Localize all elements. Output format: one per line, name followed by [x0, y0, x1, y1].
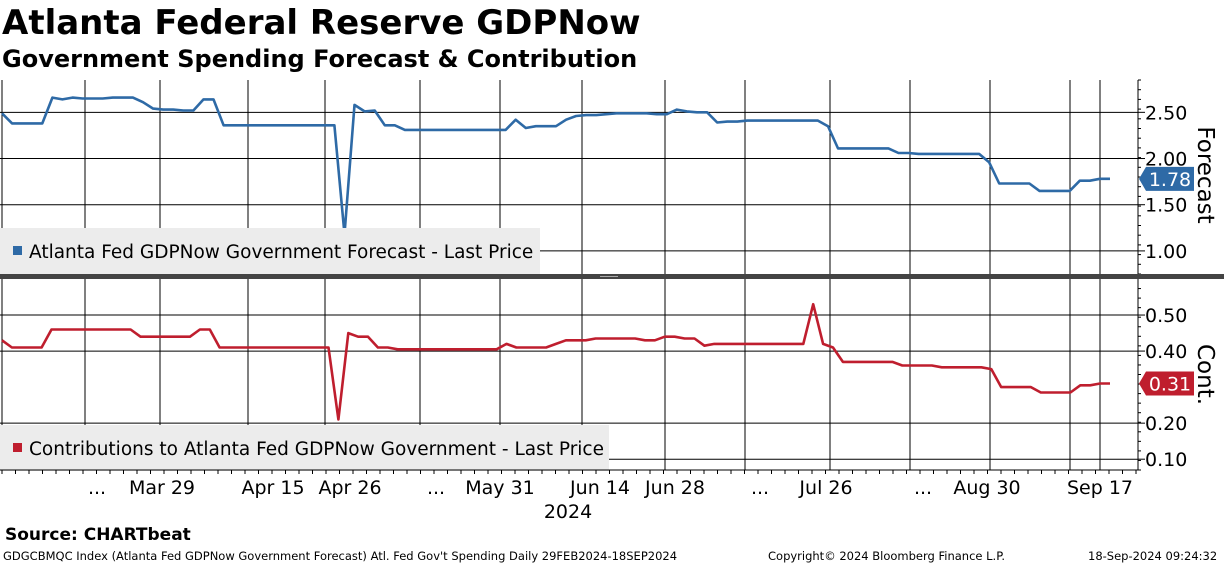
- y-axis-title: Cont.: [1192, 344, 1218, 405]
- legend-swatch: [13, 443, 22, 452]
- x-tick-label: Mar 29: [129, 477, 195, 499]
- series-line-top: [1, 96, 1110, 236]
- legend-box: [0, 425, 609, 471]
- y-tick-label: 0.10: [1145, 449, 1187, 471]
- legend-label: Atlanta Fed GDPNow Government Forecast -…: [29, 242, 533, 263]
- x-tick-label: Jul 26: [798, 477, 852, 499]
- last-value-tag: [1139, 166, 1194, 191]
- y-tick-label: 1.00: [1145, 241, 1187, 263]
- timestamp: 18-Sep-2024 09:24:32: [1088, 549, 1218, 563]
- x-tick-label: Sep 17: [1067, 477, 1133, 499]
- source-label: Source: CHARTbeat: [5, 525, 191, 545]
- copyright: Copyright© 2024 Bloomberg Finance L.P.: [768, 549, 1005, 563]
- last-value-tag: [1139, 371, 1194, 396]
- y-tick-label: 0.50: [1145, 305, 1187, 327]
- x-tick-label: ...: [88, 477, 106, 499]
- y-tick-label: 0.40: [1145, 341, 1187, 363]
- x-year-label: 2024: [544, 501, 592, 523]
- x-tick-label: ...: [914, 477, 932, 499]
- index-description: GDGCBMQC Index (Atlanta Fed GDPNow Gover…: [3, 549, 678, 563]
- x-tick-label: Jun 28: [644, 477, 705, 499]
- x-tick-label: ...: [751, 477, 769, 499]
- chart-subtitle: Government Spending Forecast & Contribut…: [2, 45, 638, 73]
- x-tick-label: ...: [427, 477, 445, 499]
- x-tick-label: May 31: [465, 477, 535, 499]
- x-tick-label: Aug 30: [953, 477, 1020, 499]
- y-tick-label: 2.50: [1145, 102, 1187, 124]
- y-axis-title: Forecast: [1192, 126, 1218, 223]
- y-tick-label: 2.00: [1145, 149, 1187, 171]
- legend-box: [0, 228, 540, 274]
- last-value-label: 1.78: [1149, 169, 1191, 191]
- chart-title: Atlanta Federal Reserve GDPNow: [2, 3, 641, 43]
- y-tick-label: 0.20: [1145, 413, 1187, 435]
- x-tick-label: Apr 26: [318, 477, 381, 499]
- panel-bottom: 0.50 0.40 0.20 0.10 Cont.0.31 Contributions t…: [0, 279, 1218, 471]
- y-tick-label: 1.50: [1145, 195, 1187, 217]
- series-line-bottom: [1, 302, 1110, 421]
- x-tick-label: Jun 14: [569, 477, 630, 499]
- legend-label: Contributions to Atlanta Fed GDPNow Gove…: [29, 439, 604, 460]
- x-tick-label: Apr 15: [241, 477, 304, 499]
- legend-swatch: [13, 246, 22, 255]
- last-value-label: 0.31: [1149, 374, 1191, 396]
